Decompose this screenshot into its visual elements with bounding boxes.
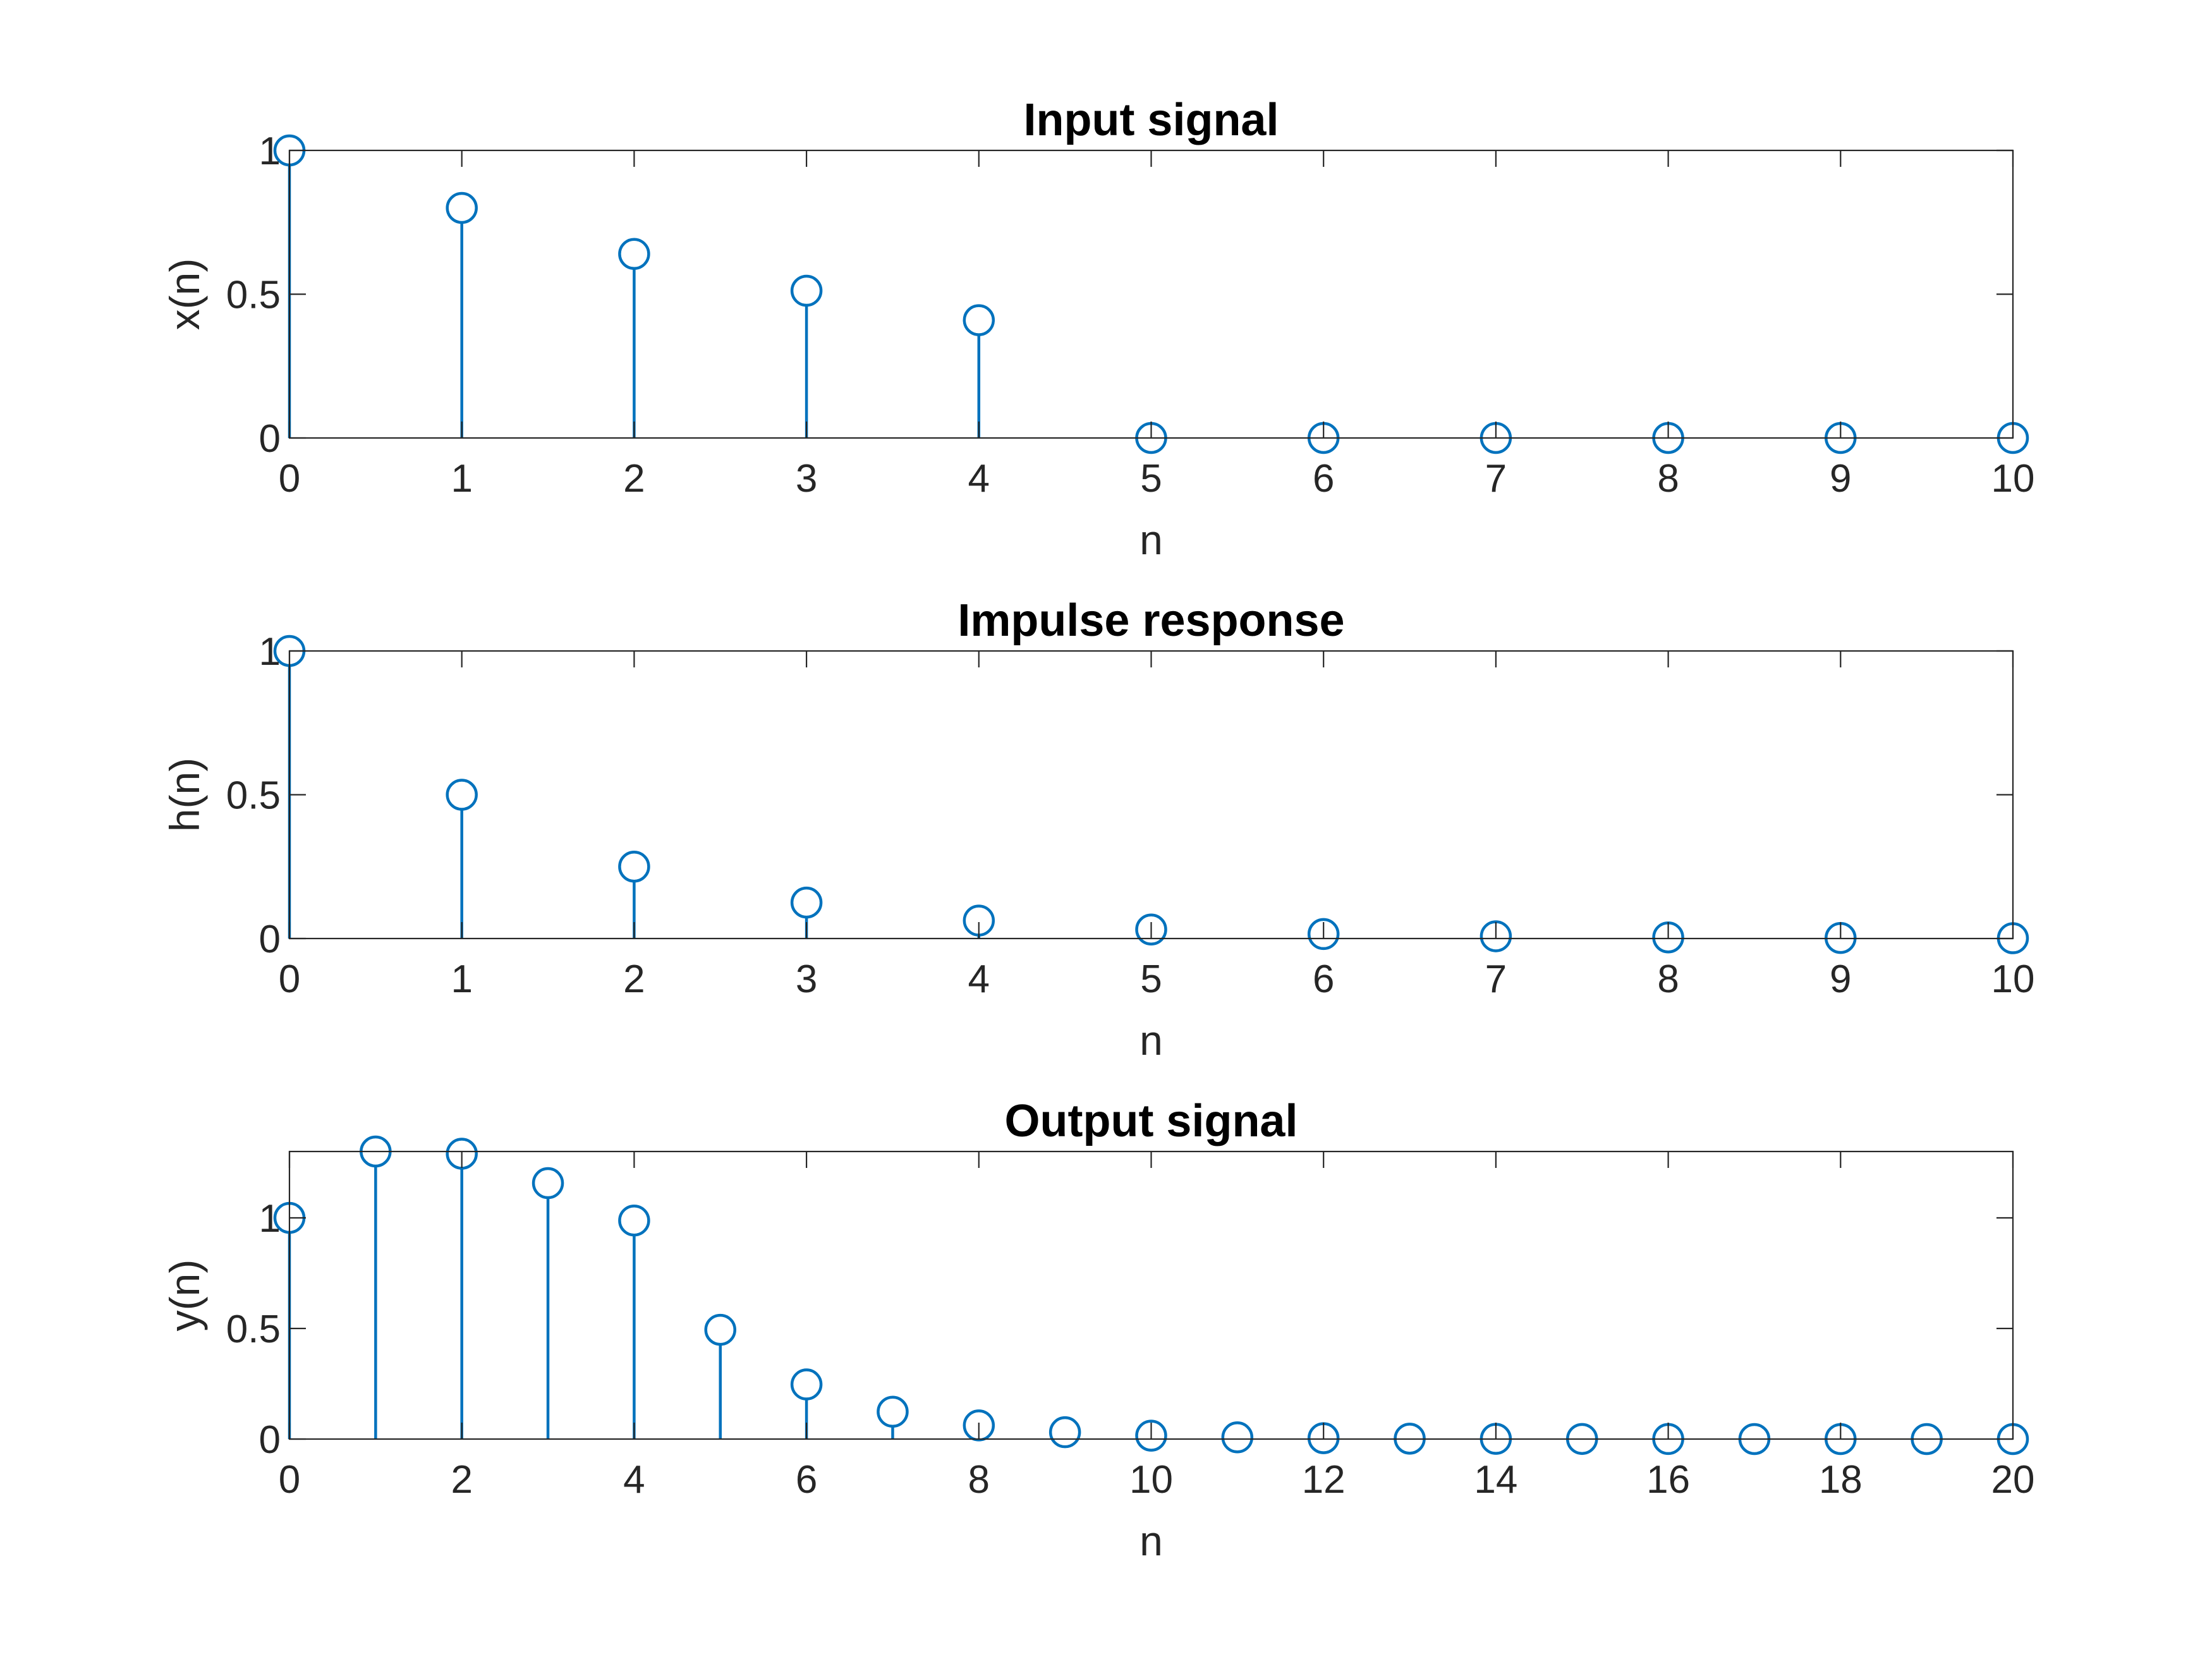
stem-marker — [790, 1368, 823, 1401]
x-tick-label: 4 — [968, 457, 990, 501]
x-tick-label: 2 — [623, 957, 645, 1001]
stem-marker — [446, 1138, 478, 1170]
subplot-3: Output signal 0 2 4 6 8 10 12 14 16 18 20 0 0.5 1 n y(n) — [161, 1096, 2034, 1564]
stem-marker — [1135, 1419, 1167, 1452]
chart-title: Output signal — [1005, 1096, 1298, 1146]
x-tick-label: 12 — [1302, 1458, 1346, 1502]
subplot-1: Input signal 0 1 2 3 4 5 6 7 8 9 10 0 0.5 1 n x(n) — [161, 95, 2034, 563]
x-tick-label: 8 — [968, 1458, 990, 1502]
chart-title: Input signal — [1024, 95, 1279, 145]
y-axis-label: x(n) — [161, 258, 208, 331]
stem-marker — [532, 1167, 564, 1200]
stem-marker — [618, 1204, 650, 1237]
x-tick-label: 0 — [279, 457, 300, 501]
x-tick-label: 0 — [279, 957, 300, 1001]
y-tick-label: 1 — [259, 130, 281, 173]
y-axis-label: y(n) — [161, 1260, 208, 1332]
x-tick-label: 4 — [968, 957, 990, 1001]
x-tick-label: 1 — [451, 457, 472, 501]
x-tick-label: 3 — [796, 957, 817, 1001]
stem-marker — [618, 851, 650, 883]
stem-marker — [446, 191, 478, 224]
x-tick-label: 6 — [1313, 457, 1334, 501]
x-tick-label: 6 — [1313, 957, 1334, 1001]
x-tick-label: 9 — [1830, 457, 1851, 501]
y-tick-label: 1 — [259, 1197, 281, 1241]
x-tick-label: 4 — [623, 1458, 645, 1502]
x-tick-label: 2 — [451, 1458, 472, 1502]
y-tick-label: 0.5 — [226, 1308, 281, 1351]
x-tick-label: 16 — [1646, 1458, 1690, 1502]
stem-marker — [963, 1409, 995, 1442]
stem-marker — [1307, 918, 1340, 951]
y-tick-label: 1 — [259, 630, 281, 674]
stem-marker — [963, 304, 995, 336]
x-tick-label: 9 — [1830, 957, 1851, 1001]
x-tick-label: 18 — [1819, 1458, 1863, 1502]
y-tick-label: 0 — [259, 417, 281, 461]
stem-marker — [1048, 1416, 1081, 1449]
x-tick-label: 8 — [1657, 457, 1679, 501]
stem-marker — [446, 779, 478, 811]
x-tick-label: 7 — [1485, 457, 1507, 501]
x-tick-label: 8 — [1657, 957, 1679, 1001]
x-tick-label: 10 — [1991, 957, 2035, 1001]
y-tick-label: 0 — [259, 918, 281, 961]
y-tick-label: 0 — [259, 1418, 281, 1462]
stem-marker — [704, 1313, 736, 1346]
subplot-2: Impulse response 0 1 2 3 4 5 6 7 8 9 10 0 0.5 1 n h(n) — [161, 595, 2034, 1064]
stem-marker — [618, 238, 650, 270]
stem-marker — [790, 886, 823, 919]
x-tick-label: 5 — [1140, 957, 1162, 1001]
x-tick-label: 10 — [1129, 1458, 1173, 1502]
chart-title: Impulse response — [957, 595, 1344, 646]
x-axis-label: n — [1139, 1517, 1163, 1564]
stem-marker — [1135, 913, 1167, 946]
stem-marker — [877, 1395, 909, 1428]
stem-marker — [1221, 1421, 1254, 1454]
x-tick-label: 1 — [451, 957, 472, 1001]
x-tick-label: 2 — [623, 457, 645, 501]
stem-marker — [1480, 920, 1512, 952]
x-tick-label: 3 — [796, 457, 817, 501]
x-tick-label: 10 — [1991, 457, 2035, 501]
x-tick-label: 20 — [1991, 1458, 2035, 1502]
x-axis-label: n — [1139, 516, 1163, 563]
y-tick-label: 0.5 — [226, 274, 281, 317]
x-tick-label: 7 — [1485, 957, 1507, 1001]
x-tick-label: 14 — [1474, 1458, 1517, 1502]
y-axis-label: h(n) — [161, 758, 208, 832]
x-tick-label: 0 — [279, 1458, 300, 1502]
x-axis-label: n — [1139, 1017, 1163, 1064]
x-tick-label: 5 — [1140, 457, 1162, 501]
stem-marker — [790, 274, 823, 307]
y-tick-label: 0.5 — [226, 774, 281, 818]
x-tick-label: 6 — [796, 1458, 817, 1502]
